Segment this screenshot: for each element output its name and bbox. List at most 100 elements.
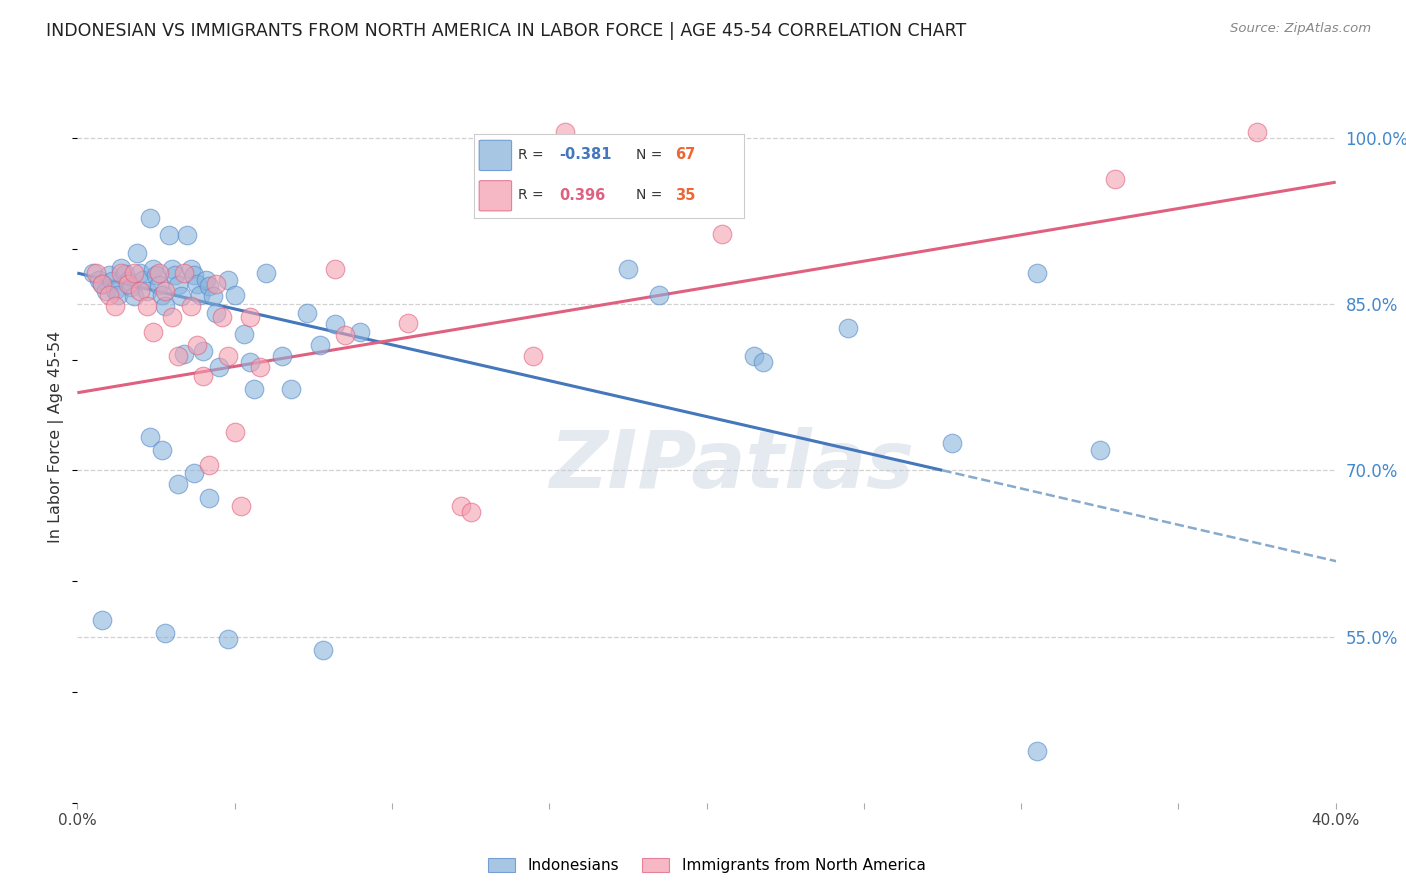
Point [104,299,127,313]
Point [142,325,165,339]
Point [280,383,302,397]
Point [148,266,170,280]
Point [97,288,120,302]
Point [333,328,356,343]
Point [1246,125,1268,139]
Point [191,343,215,358]
Point [122,266,145,280]
Point [91,277,114,292]
Point [180,261,202,276]
Point [129,284,152,298]
Point [711,227,734,242]
Point [167,278,190,293]
Point [239,355,262,369]
Point [941,435,963,450]
Point [249,360,271,375]
Point [138,211,160,225]
Point [84,266,107,280]
Point [217,349,239,363]
Point [135,284,157,298]
Point [208,360,231,375]
Point [155,284,177,298]
Point [155,626,177,640]
Point [211,310,233,325]
Point [217,273,239,287]
Point [160,261,183,276]
Point [198,458,221,472]
Legend: Indonesians, Immigrants from North America: Indonesians, Immigrants from North Ameri… [481,852,932,880]
Point [1088,443,1111,458]
Point [160,310,183,325]
Point [204,306,226,320]
Y-axis label: In Labor Force | Age 45-54: In Labor Force | Age 45-54 [48,331,65,543]
Point [323,261,346,276]
Point [204,277,226,292]
Point [180,299,202,313]
Point [135,299,157,313]
Point [1104,172,1126,186]
Point [195,273,218,287]
Point [242,383,264,397]
Point [522,349,544,363]
Point [233,326,256,341]
Point [648,288,671,302]
Point [120,280,142,294]
Point [163,268,186,283]
Point [104,283,127,297]
Point [155,299,177,313]
Point [295,306,318,320]
Point [229,499,252,513]
Point [186,277,208,292]
Point [191,369,215,384]
Point [138,430,160,444]
Point [167,349,190,363]
Point [198,491,221,505]
Point [183,268,205,283]
Point [396,316,419,330]
Point [349,325,371,339]
Point [224,425,246,439]
Point [129,266,152,280]
Point [91,277,114,292]
Point [170,289,193,303]
Point [1025,266,1047,280]
Point [450,499,472,513]
Point [188,288,211,302]
Point [132,273,155,287]
Point [127,246,149,260]
Point [89,273,111,287]
Point [217,632,239,646]
Point [173,347,195,361]
Point [201,289,224,303]
Text: ZIPatlas: ZIPatlas [550,427,914,506]
Point [752,355,775,369]
Point [114,267,136,281]
Point [308,338,330,352]
Point [270,349,292,363]
Point [554,125,576,139]
Point [173,266,195,280]
Point [176,228,198,243]
Point [122,289,145,303]
Point [1025,744,1047,758]
Text: INDONESIAN VS IMMIGRANTS FROM NORTH AMERICA IN LABOR FORCE | AGE 45-54 CORRELATI: INDONESIAN VS IMMIGRANTS FROM NORTH AMER… [46,22,967,40]
Point [117,274,139,288]
Point [94,284,117,298]
Point [150,443,173,458]
Point [254,266,277,280]
Point [82,266,104,280]
Point [157,228,180,243]
Text: Source: ZipAtlas.com: Source: ZipAtlas.com [1230,22,1371,36]
Point [91,613,114,627]
Point [107,288,129,302]
Point [142,261,165,276]
Point [167,476,190,491]
Point [198,279,221,293]
Point [117,277,139,292]
Point [148,278,170,293]
Point [150,288,173,302]
Point [97,268,120,283]
Point [460,505,482,519]
Point [110,266,132,280]
Point [742,349,765,363]
